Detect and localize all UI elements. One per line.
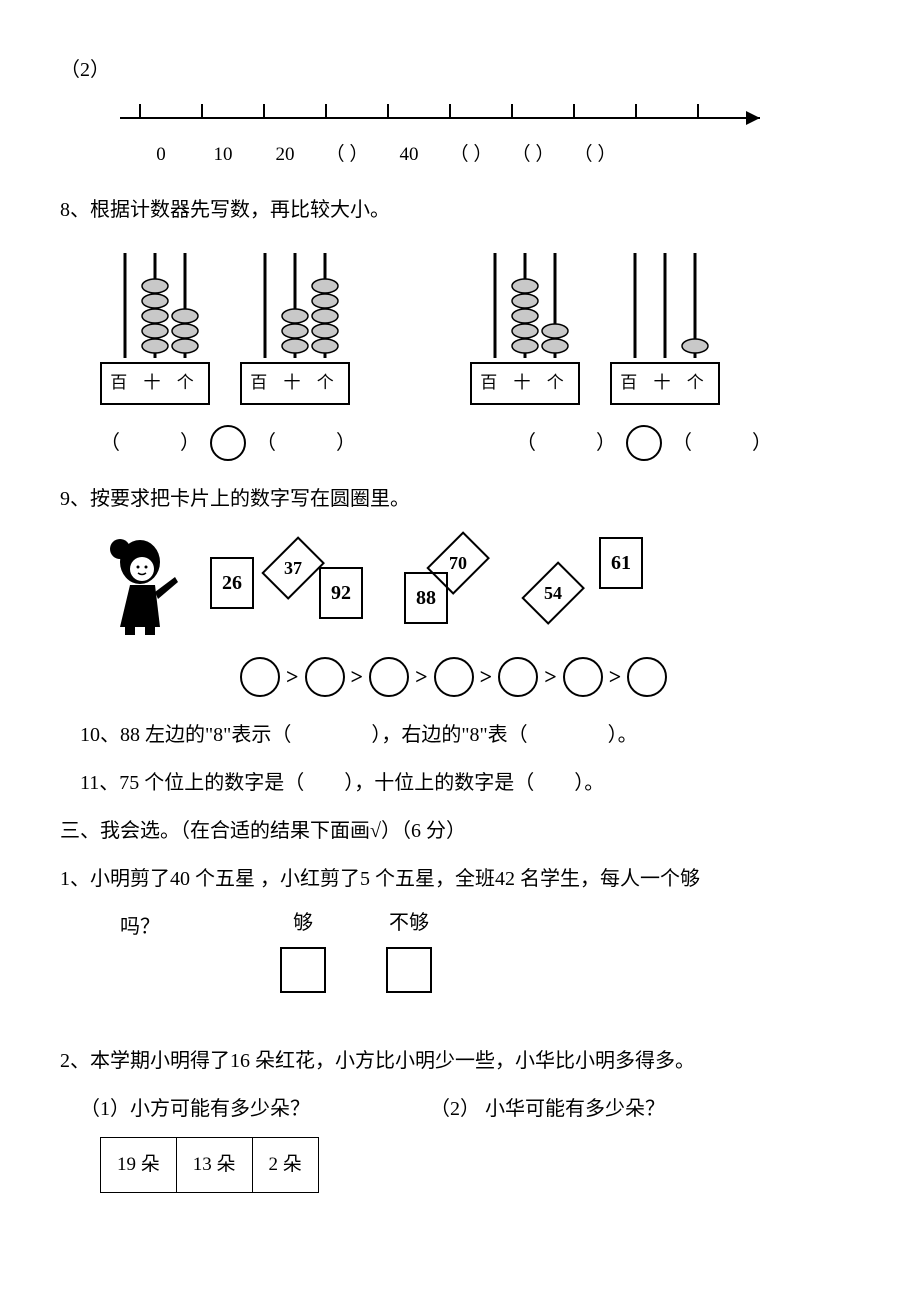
card-37: 37 <box>261 536 325 600</box>
compare-left: （ ） （ ） <box>100 425 356 461</box>
abacus-4: 百 十 个 <box>610 248 720 405</box>
tick-label: 40 <box>378 138 440 172</box>
tick-label: 10 <box>192 138 254 172</box>
tick-label: 0 <box>130 138 192 172</box>
gt-symbol: > <box>415 657 428 697</box>
compare-right: （ ） （ ） <box>516 425 772 461</box>
abacus-base-label: 百 十 个 <box>470 362 580 405</box>
question-2-numberline: （2） 01020（ ）40（ ）（ ）（ ） <box>60 52 860 172</box>
choice-not-enough: 不够 <box>386 905 432 993</box>
sub-q2: （2） 小华可能有多少朵？ <box>430 1091 665 1127</box>
girl-icon <box>100 537 190 637</box>
q3-1-line1: 1、小明剪了40 个五星 ，小红剪了5 个五星，全班42 名学生，每人一个够 <box>60 868 700 890</box>
abacus-3: 百 十 个 <box>470 248 580 405</box>
abacus-1: 百 十 个 <box>100 248 210 405</box>
choice-enough: 够 <box>280 905 326 993</box>
tick-label: （ ） <box>502 138 564 172</box>
answer-circle[interactable] <box>498 657 538 697</box>
abacus-group-right: 百 十 个 百 十 个 <box>470 248 720 405</box>
card-54: 54 <box>521 561 585 625</box>
number-line: 01020（ ）40（ ）（ ）（ ） <box>100 98 860 172</box>
abacus-group-left: 百 十 个 百 十 个 <box>100 248 350 405</box>
answer-circle[interactable] <box>434 657 474 697</box>
tick-label: （ ） <box>440 138 502 172</box>
abacus-1-svg <box>100 248 210 358</box>
abacus-row: 百 十 个 百 十 个 百 十 个 百 十 个 <box>100 248 860 405</box>
opt-cell[interactable]: 2 朵 <box>252 1137 318 1192</box>
gt-symbol: > <box>544 657 557 697</box>
tick-label: 20 <box>254 138 316 172</box>
ordering-circles: > > > > > > <box>240 657 860 697</box>
q3-2-text: 2、本学期小明得了16 朵红花，小方比小明少一些，小华比小明多得多。 <box>60 1050 695 1072</box>
choice-box[interactable] <box>280 947 326 993</box>
q11-text: 11、75 个位上的数字是（ ），十位上的数字是（ ）。 <box>80 772 604 794</box>
sub-questions: （1）小方可能有多少朵？ （2） 小华可能有多少朵？ <box>80 1091 860 1127</box>
abacus-base-label: 百 十 个 <box>240 362 350 405</box>
q8-text: 8、根据计数器先写数，再比较大小。 <box>60 199 390 221</box>
gt-symbol: > <box>286 657 299 697</box>
compare-row: （ ） （ ） （ ） （ ） <box>100 425 860 461</box>
gt-symbol: > <box>480 657 493 697</box>
opt-cell[interactable]: 13 朵 <box>176 1137 252 1192</box>
abacus-base-label: 百 十 个 <box>610 362 720 405</box>
section-3-header: 三、我会选。（在合适的结果下面画√）（6 分） <box>60 813 860 849</box>
cards-row: 26 37 92 70 88 61 54 <box>100 537 860 637</box>
blank[interactable]: （ ） <box>516 425 616 461</box>
q9-text: 9、按要求把卡片上的数字写在圆圈里。 <box>60 488 410 510</box>
options-table: 19 朵 13 朵 2 朵 <box>100 1137 319 1193</box>
abacus-3-svg <box>470 248 580 358</box>
q3-1-line2: 吗？ <box>120 909 160 945</box>
choice-label: 够 <box>293 905 313 941</box>
gt-symbol: > <box>609 657 622 697</box>
tick-label: （ ） <box>564 138 626 172</box>
blank[interactable]: （ ） <box>256 425 356 461</box>
compare-circle[interactable] <box>210 425 246 461</box>
abacus-4-svg <box>610 248 720 358</box>
gt-symbol: > <box>351 657 364 697</box>
answer-circle[interactable] <box>369 657 409 697</box>
question-3-1: 1、小明剪了40 个五星 ，小红剪了5 个五星，全班42 名学生，每人一个够 <box>60 861 860 897</box>
answer-circle[interactable] <box>240 657 280 697</box>
tick-label: （ ） <box>316 138 378 172</box>
question-11: 11、75 个位上的数字是（ ），十位上的数字是（ ）。 <box>80 765 860 801</box>
choice-label: 不够 <box>389 905 429 941</box>
card-26: 26 <box>210 557 254 609</box>
blank[interactable]: （ ） <box>100 425 200 461</box>
answer-circle[interactable] <box>627 657 667 697</box>
question-9: 9、按要求把卡片上的数字写在圆圈里。 <box>60 481 860 517</box>
answer-circle[interactable] <box>305 657 345 697</box>
abacus-2: 百 十 个 <box>240 248 350 405</box>
question-8: 8、根据计数器先写数，再比较大小。 <box>60 192 860 228</box>
question-3-2: 2、本学期小明得了16 朵红花，小方比小明少一些，小华比小明多得多。 <box>60 1043 860 1079</box>
card-92: 92 <box>319 567 363 619</box>
card-61: 61 <box>599 537 643 589</box>
question-10: 10、88 左边的"8"表示（ ），右边的"8"表（ ）。 <box>80 717 860 753</box>
q2-label: （2） <box>60 59 110 81</box>
blank[interactable]: （ ） <box>672 425 772 461</box>
card-88: 88 <box>404 572 448 624</box>
number-line-svg <box>100 98 780 138</box>
sub-q1: （1）小方可能有多少朵？ <box>80 1091 310 1127</box>
answer-circle[interactable] <box>563 657 603 697</box>
choice-box[interactable] <box>386 947 432 993</box>
q10-text: 10、88 左边的"8"表示（ ），右边的"8"表（ ）。 <box>80 724 638 746</box>
number-line-labels: 01020（ ）40（ ）（ ）（ ） <box>130 138 860 172</box>
choice-row: 够 不够 <box>280 905 432 993</box>
opt-cell[interactable]: 19 朵 <box>101 1137 177 1192</box>
compare-circle[interactable] <box>626 425 662 461</box>
abacus-base-label: 百 十 个 <box>100 362 210 405</box>
section3-text: 三、我会选。（在合适的结果下面画√）（6 分） <box>60 820 466 842</box>
abacus-2-svg <box>240 248 350 358</box>
